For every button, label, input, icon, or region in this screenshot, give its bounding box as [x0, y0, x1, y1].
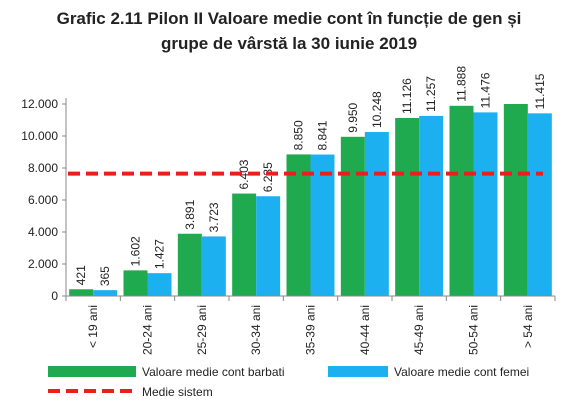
x-axis: < 19 ani 20-24 ani 25-29 ani 30-34 ani 35-39…: [65, 295, 556, 355]
data-label: 365: [98, 266, 112, 286]
legend-label-barbati: Valoare medie cont barbati: [142, 365, 285, 379]
x-tick-label: 45-49 ani: [412, 305, 426, 355]
bar: [232, 193, 257, 296]
x-tick-label: 20-24 ani: [141, 305, 155, 355]
value-labels: 421 1.602 3.891 6.403 8.850 9.950 11.126 11.888…: [74, 66, 547, 287]
data-label: 11.126: [400, 78, 414, 114]
bar: [503, 104, 528, 296]
legend: Valoare medie cont barbati Valoare medie …: [48, 365, 529, 399]
x-tick-label: < 19 ani: [86, 305, 100, 348]
data-label: 421: [74, 265, 88, 285]
data-label: 9.950: [346, 102, 360, 132]
data-label: 6.235: [261, 162, 275, 192]
bar: [340, 136, 365, 296]
chart-title-line-2: grupe de vârstă la 30 iunie 2019: [160, 34, 418, 53]
x-tick-label: 40-44 ani: [358, 305, 372, 355]
chart-title-line-1: Grafic 2.11 Pilon II Valoare medie cont …: [56, 9, 522, 28]
bar: [93, 290, 118, 296]
bar: [286, 154, 311, 296]
bar: [395, 117, 420, 296]
x-tick-label: 25-29 ani: [195, 305, 209, 355]
data-label: 11.415: [533, 73, 547, 109]
data-label: 11.476: [479, 72, 493, 108]
bar: [177, 233, 202, 296]
data-label: 8.850: [292, 120, 306, 150]
legend-label-femei: Valoare medie cont femei: [394, 365, 529, 379]
legend-swatch-femei: [328, 366, 388, 377]
data-label: 3.723: [207, 202, 221, 232]
bar: [256, 196, 281, 296]
data-label: 11.888: [455, 66, 469, 102]
y-tick-label: 2.000: [28, 257, 58, 271]
data-label: 6.403: [237, 159, 251, 189]
bar: [123, 270, 148, 296]
bar: [201, 236, 226, 296]
data-label: 10.248: [370, 91, 384, 128]
x-tick-label: > 54 ani: [521, 305, 535, 348]
data-label: 1.602: [129, 236, 143, 266]
legend-swatch-barbati: [48, 366, 136, 377]
x-tick-label: 35-39 ani: [304, 305, 318, 355]
bar: [69, 289, 94, 296]
chart-title: Grafic 2.11 Pilon II Valoare medie cont …: [0, 6, 578, 56]
bar: [527, 113, 552, 296]
bar: [419, 115, 444, 296]
data-label: 1.427: [153, 239, 167, 269]
data-label: 3.891: [183, 199, 197, 229]
y-tick-label: 10.000: [21, 129, 58, 143]
bar: [147, 273, 172, 296]
x-tick-label: 30-34 ani: [249, 305, 263, 355]
y-axis: 0 2.000 4.000 6.000 8.000 10.000 12.000: [21, 97, 67, 303]
y-tick-label: 12.000: [21, 97, 58, 111]
y-tick-label: 6.000: [28, 193, 58, 207]
y-tick-label: 0: [51, 289, 58, 303]
bar: [310, 154, 335, 296]
y-tick-label: 4.000: [28, 225, 58, 239]
x-tick-label: 50-54 ani: [467, 305, 481, 355]
bars: [69, 104, 552, 297]
y-tick-label: 8.000: [28, 161, 58, 175]
bar: [449, 105, 474, 297]
data-label: 11.257: [424, 76, 438, 112]
bar: [364, 132, 389, 296]
bar: [473, 112, 498, 296]
legend-label-medie: Medie sistem: [142, 385, 213, 399]
data-label: 8.841: [316, 120, 330, 150]
